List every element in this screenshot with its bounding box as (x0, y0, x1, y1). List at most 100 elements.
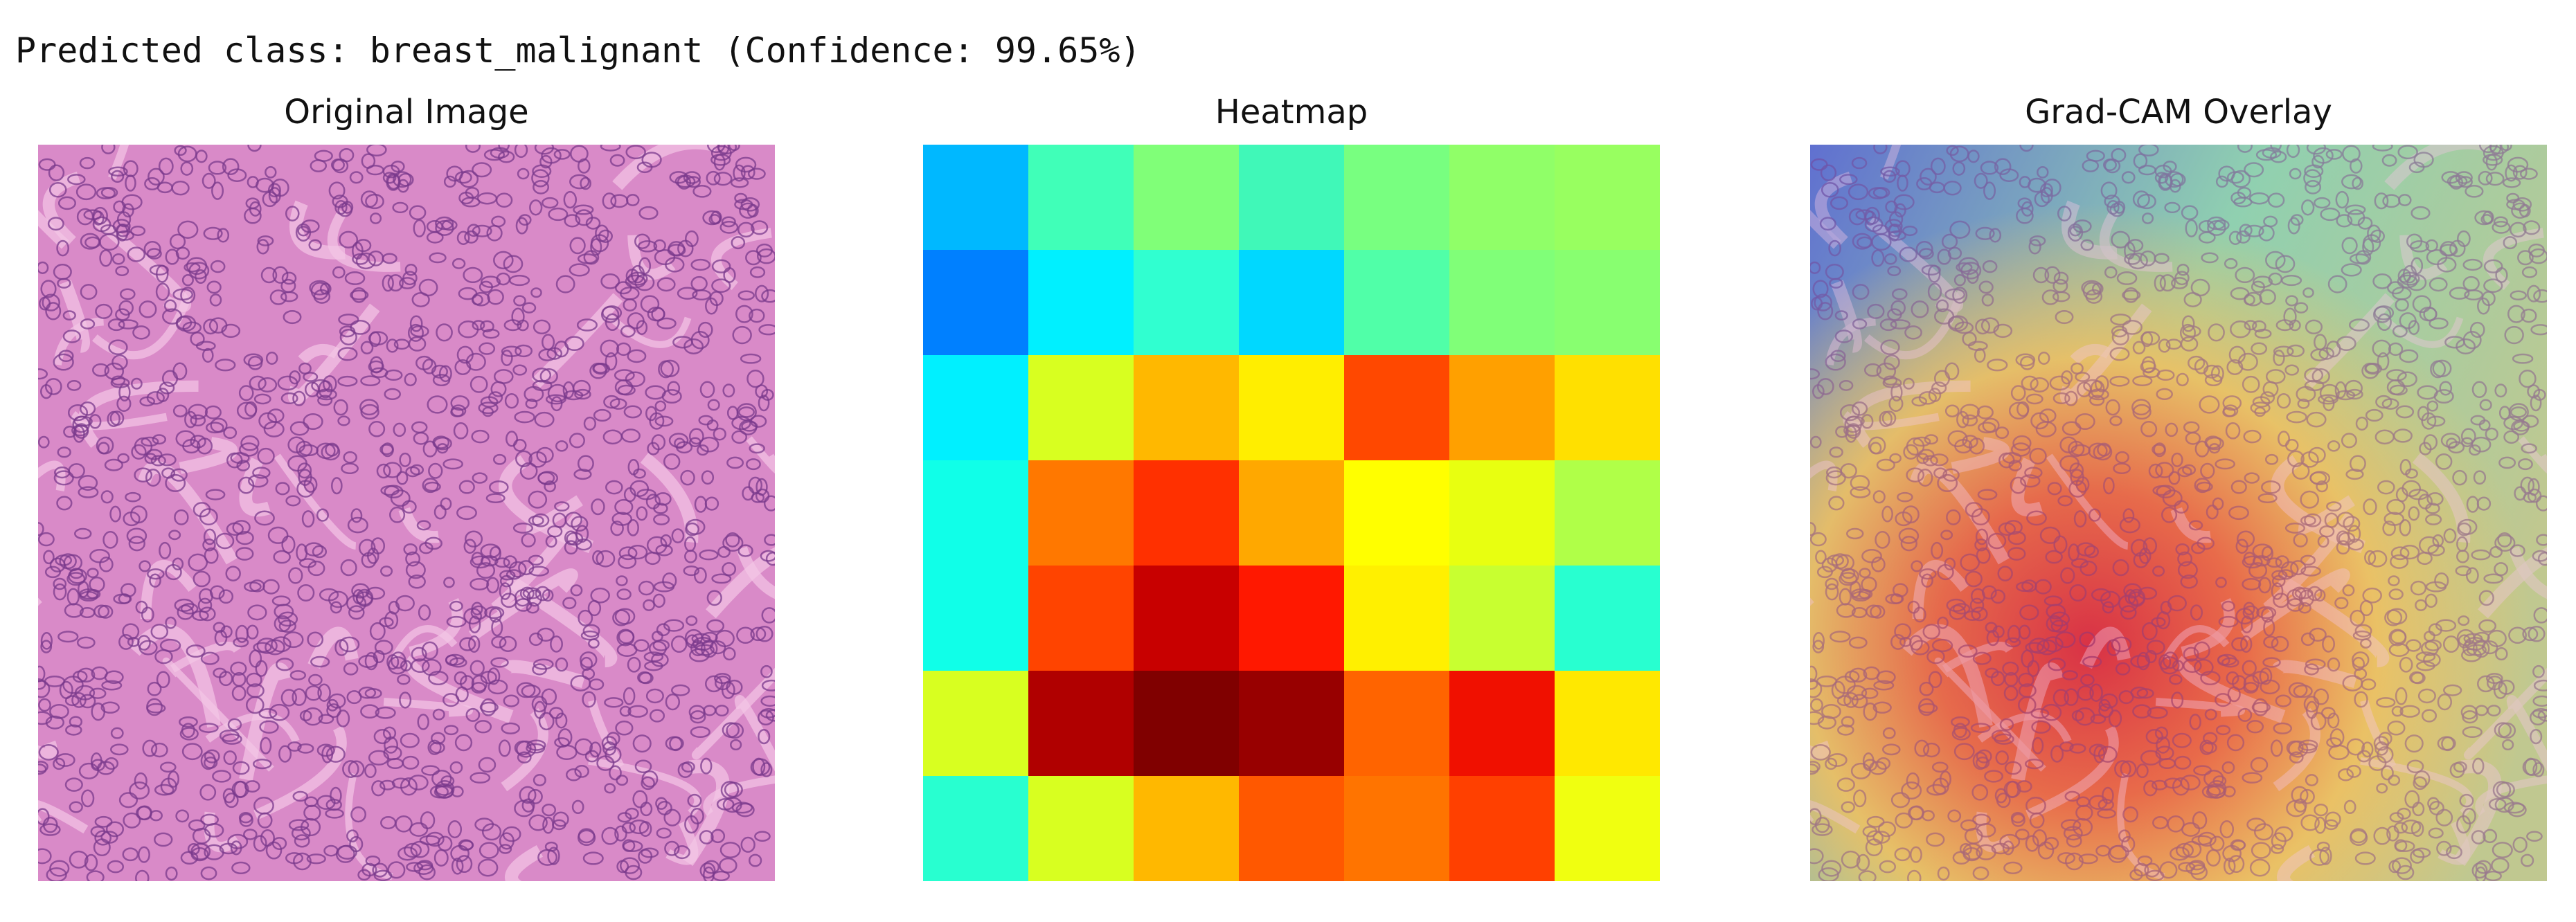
tissue-strand (1934, 657, 2046, 772)
nucleus (1812, 280, 1829, 298)
nucleus (395, 595, 415, 612)
nucleus (2155, 462, 2174, 478)
nucleus (603, 395, 620, 409)
nucleus (632, 734, 652, 753)
nucleus (93, 604, 110, 618)
nucleus (614, 825, 627, 842)
nucleus (2320, 207, 2341, 222)
nucleus (2487, 705, 2501, 717)
nucleus (1852, 284, 1870, 300)
nucleus (2361, 741, 2374, 758)
nucleus (454, 359, 472, 375)
nucleus (2059, 436, 2078, 453)
nucleus (752, 757, 766, 776)
nucleus (1883, 375, 1898, 386)
nucleus (2016, 780, 2032, 793)
nucleus (1834, 310, 1848, 321)
nucleus (2252, 670, 2269, 685)
nucleus (143, 241, 161, 258)
nucleus (1976, 547, 1991, 564)
nucleus (427, 739, 442, 755)
nucleus (533, 700, 546, 719)
nucleus (301, 219, 320, 233)
nucleus (2005, 637, 2021, 648)
nucleus (404, 372, 417, 387)
nucleus (740, 197, 760, 212)
nucleus (1916, 177, 1933, 191)
nucleus (2492, 781, 2512, 799)
nucleus (1952, 603, 1971, 615)
nucleus (393, 338, 410, 350)
nucleus (2154, 274, 2166, 292)
nucleus (2226, 671, 2239, 685)
nucleus (116, 395, 132, 412)
nucleus (2075, 476, 2090, 493)
nucleus (2314, 589, 2326, 602)
nucleus (533, 774, 546, 786)
nucleus (2046, 604, 2066, 620)
nucleus (1917, 468, 1933, 487)
nucleus (2264, 453, 2279, 465)
nucleus (2244, 320, 2257, 331)
nucleus (350, 289, 369, 300)
nucleus (459, 637, 476, 651)
nucleus (2156, 369, 2175, 381)
nucleus (1810, 261, 1821, 274)
nucleus (750, 626, 767, 642)
nucleus (2018, 672, 2034, 687)
nucleus (2258, 577, 2272, 594)
nucleus (2176, 372, 2189, 387)
nucleus (78, 475, 98, 491)
nucleus (2521, 443, 2537, 454)
nucleus (2527, 384, 2541, 399)
nucleus (1946, 598, 1967, 613)
nucleus (2522, 415, 2539, 428)
nucleus (2237, 187, 2252, 199)
nucleus (253, 797, 274, 815)
nucleus (2077, 685, 2094, 701)
nucleus (1884, 219, 1903, 234)
nucleus (2165, 338, 2182, 350)
nucleus (1841, 568, 1856, 579)
nucleus (1872, 187, 1890, 199)
nucleus (2457, 518, 2478, 535)
nucleus (552, 819, 566, 831)
nucleus (2246, 720, 2264, 734)
nucleus (42, 816, 58, 833)
nucleus (1873, 145, 1888, 154)
nucleus (2434, 572, 2449, 590)
nucleus (519, 786, 537, 804)
nucleus (339, 636, 360, 653)
heat-cell (923, 776, 1029, 881)
nucleus (1834, 329, 1854, 343)
nucleus (737, 222, 755, 238)
nucleus (2352, 630, 2372, 641)
nucleus (514, 740, 532, 756)
nucleus (2070, 469, 2084, 486)
nucleus (742, 486, 755, 501)
nucleus (2373, 826, 2391, 845)
nucleus (287, 741, 302, 752)
nucleus (165, 473, 186, 492)
nucleus (2185, 431, 2201, 445)
nucleus (1998, 522, 2016, 536)
nucleus (512, 523, 534, 534)
nucleus (2413, 152, 2434, 168)
nucleus (2391, 287, 2412, 300)
nucleus (59, 553, 77, 570)
nucleus (2456, 338, 2476, 354)
panel-title: Heatmap (1215, 93, 1368, 132)
nucleus (2053, 535, 2068, 554)
nucleus (1871, 249, 1885, 267)
nucleus (265, 166, 277, 179)
nucleus (2475, 860, 2492, 874)
nucleus (512, 364, 528, 376)
nucleus (1972, 866, 1989, 880)
nucleus (706, 419, 719, 431)
nucleus (2044, 266, 2061, 284)
nucleus (765, 709, 775, 722)
nucleus (674, 437, 686, 449)
nucleus (2510, 290, 2527, 301)
nucleus (2373, 736, 2390, 751)
tissue-strand (588, 699, 625, 769)
